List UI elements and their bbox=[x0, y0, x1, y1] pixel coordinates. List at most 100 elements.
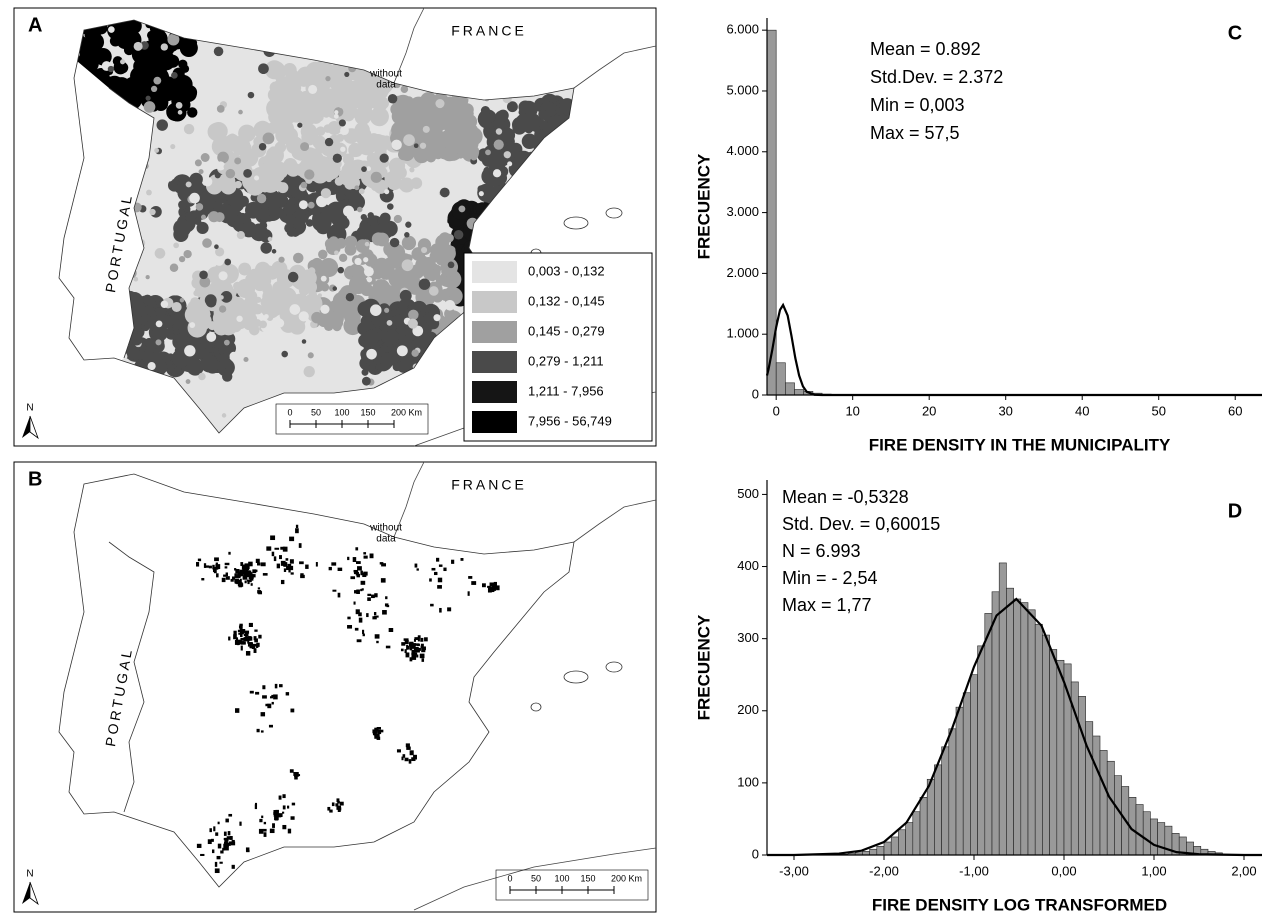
region-patch bbox=[247, 275, 254, 282]
region-patch bbox=[144, 101, 156, 113]
fire-area bbox=[272, 823, 275, 828]
region-patch bbox=[219, 271, 228, 280]
region-patch bbox=[224, 340, 230, 346]
fire-area bbox=[374, 730, 376, 735]
region-patch bbox=[170, 263, 178, 271]
region-patch bbox=[289, 304, 300, 315]
histogram-bar bbox=[1086, 722, 1093, 855]
x-tick-label: 2,00 bbox=[1231, 863, 1256, 878]
region-patch bbox=[340, 126, 349, 135]
fire-area bbox=[347, 625, 352, 629]
fire-area bbox=[436, 558, 439, 562]
region-patch bbox=[265, 266, 279, 280]
region-patch bbox=[226, 169, 235, 178]
region-patch bbox=[189, 308, 197, 316]
region-patch bbox=[338, 267, 344, 273]
fire-area bbox=[367, 597, 371, 601]
region-patch bbox=[419, 278, 430, 289]
region-patch bbox=[155, 248, 166, 259]
region-patch bbox=[208, 321, 217, 330]
fire-area bbox=[332, 590, 336, 592]
region-patch bbox=[285, 277, 289, 281]
histogram-bar bbox=[970, 675, 977, 855]
region-patch bbox=[219, 305, 226, 312]
region-patch bbox=[324, 88, 333, 97]
region-patch bbox=[403, 134, 415, 146]
region-patch bbox=[275, 68, 286, 79]
legend-label: 0,145 - 0,279 bbox=[528, 323, 605, 338]
fire-area bbox=[234, 573, 237, 577]
region-patch bbox=[215, 361, 220, 366]
region-patch bbox=[402, 259, 414, 271]
region-patch bbox=[177, 183, 186, 192]
x-tick-label: 30 bbox=[998, 403, 1012, 418]
fire-area bbox=[361, 581, 366, 585]
region-patch bbox=[534, 128, 540, 134]
fire-area bbox=[418, 635, 421, 638]
fire-area bbox=[249, 572, 252, 575]
region-patch bbox=[364, 267, 374, 277]
note-label: data bbox=[376, 80, 396, 91]
fire-area bbox=[356, 589, 360, 594]
region-patch bbox=[186, 379, 191, 384]
fire-area bbox=[335, 803, 338, 806]
fire-area bbox=[258, 635, 261, 639]
fire-area bbox=[225, 819, 228, 823]
fire-area bbox=[290, 769, 294, 773]
fire-area bbox=[245, 581, 247, 584]
fire-area bbox=[355, 628, 359, 631]
stat-annotation: Min = 0,003 bbox=[870, 95, 965, 115]
fire-area bbox=[266, 546, 271, 550]
stat-annotation: Std.Dev. = 2.372 bbox=[870, 67, 1003, 87]
region-patch bbox=[132, 335, 142, 345]
fire-area bbox=[354, 602, 356, 605]
fire-area bbox=[280, 547, 285, 550]
region-patch bbox=[301, 123, 317, 139]
region-patch bbox=[367, 277, 372, 282]
region-patch bbox=[171, 78, 179, 86]
fire-area bbox=[217, 856, 221, 859]
histogram-bar bbox=[1093, 736, 1100, 855]
fire-area bbox=[242, 565, 246, 570]
stat-annotation: Max = 1,77 bbox=[782, 595, 872, 615]
region-patch bbox=[302, 339, 307, 344]
fire-area bbox=[275, 816, 278, 820]
region-patch bbox=[248, 92, 255, 99]
region-patch bbox=[334, 114, 339, 119]
fire-area bbox=[332, 802, 335, 806]
scale-label: 200 Km bbox=[611, 873, 642, 883]
x-tick-label: 50 bbox=[1151, 403, 1165, 418]
fire-area bbox=[263, 696, 266, 698]
region-patch bbox=[423, 126, 430, 133]
region-patch bbox=[365, 242, 370, 247]
region-patch bbox=[300, 269, 317, 286]
legend-label: 0,132 - 0,145 bbox=[528, 293, 605, 308]
region-patch bbox=[384, 308, 389, 313]
fire-area bbox=[417, 644, 420, 647]
region-patch bbox=[390, 238, 399, 247]
region-patch bbox=[199, 270, 208, 279]
region-patch bbox=[334, 250, 339, 255]
fire-area bbox=[259, 829, 263, 834]
fire-area bbox=[300, 575, 305, 578]
region-patch bbox=[217, 152, 229, 164]
histogram-bar bbox=[927, 779, 934, 855]
north-label: N bbox=[26, 869, 33, 880]
region-patch bbox=[237, 231, 245, 239]
fire-area bbox=[340, 802, 344, 806]
region-patch bbox=[333, 154, 342, 163]
fire-area bbox=[389, 628, 394, 632]
fire-area bbox=[366, 613, 368, 617]
region-patch bbox=[170, 144, 175, 149]
island bbox=[531, 703, 541, 711]
region-patch bbox=[433, 314, 440, 321]
region-patch bbox=[299, 200, 308, 209]
histogram-bar bbox=[1150, 819, 1157, 855]
fire-area bbox=[256, 559, 260, 563]
fire-area bbox=[278, 813, 282, 817]
fire-area bbox=[489, 587, 491, 590]
region-patch bbox=[454, 230, 463, 239]
region-patch bbox=[332, 286, 337, 291]
fire-area bbox=[382, 610, 387, 615]
histogram-bar bbox=[1057, 660, 1064, 855]
